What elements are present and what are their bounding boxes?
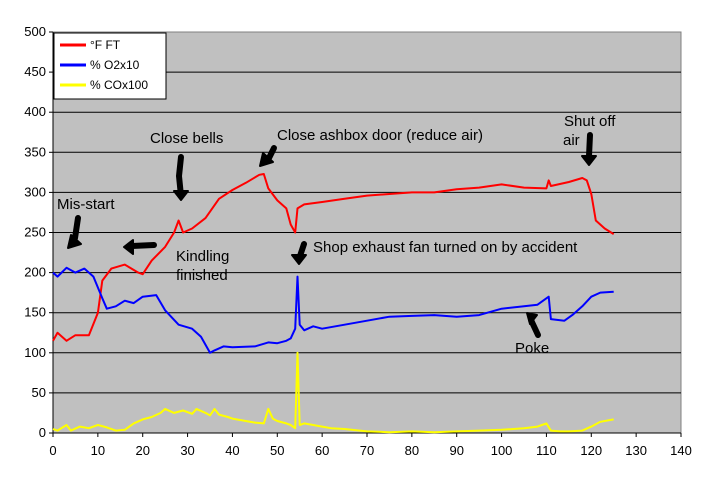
arrow-shut-off-air [586,132,593,159]
x-tick-label: 80 [405,443,419,458]
arrow-mis-start [72,215,81,241]
series-line-1 [52,173,615,342]
annotation-kindling: finished [176,267,228,284]
series-line-3 [52,351,614,434]
x-tick-label: 100 [491,443,513,458]
y-tick-label: 350 [24,144,46,159]
y-tick-label: 300 [24,184,46,199]
arrow-close-ashbox-head [259,152,274,167]
annotation-close-bells: Close bells [150,130,223,147]
x-tick-label: 50 [270,443,284,458]
annotation-shut-off-air: Shut off [564,113,616,130]
x-tick-label: 140 [670,443,692,458]
y-tick-label: 250 [24,225,46,240]
y-tick-label: 50 [32,385,46,400]
arrow-kindling-head [123,239,134,255]
legend-entry: % COx100 [90,78,148,92]
x-tick-label: 70 [360,443,374,458]
arrow-mis-start-head [67,234,82,249]
y-tick-label: 100 [24,345,46,360]
arrow-close-bells [175,154,184,199]
y-tick-label: 0 [39,425,46,440]
x-tick-label: 40 [225,443,239,458]
annotation-shop-exhaust: Shop exhaust fan turned on by accident [313,239,578,256]
arrow-shop-exhaust-head [291,254,307,265]
y-tick-label: 400 [24,104,46,119]
x-tick-label: 90 [449,443,463,458]
y-tick-label: 450 [24,64,46,79]
arrow-close-bells-head [173,190,189,201]
series-line-2 [52,266,614,354]
x-tick-label: 10 [91,443,105,458]
arrow-shut-off-air-head [581,155,597,166]
y-tick-label: 150 [24,305,46,320]
x-tick-label: 130 [625,443,647,458]
x-tick-label: 110 [536,443,557,458]
x-tick-label: 30 [180,443,194,458]
annotation-poke: Poke [515,340,549,357]
annotation-close-ashbox: Close ashbox door (reduce air) [277,127,483,144]
legend-entry: °F FT [90,38,121,52]
y-tick-label: 500 [24,24,46,39]
x-tick-label: 60 [315,443,329,458]
x-tick-label: 20 [135,443,149,458]
x-tick-label: 0 [49,443,56,458]
legend-entry: % O2x10 [90,58,140,72]
annotation-kindling: Kindling [176,248,229,265]
annotation-mis-start: Mis-start [57,196,115,213]
x-tick-label: 120 [580,443,602,458]
arrow-kindling [129,242,157,249]
y-tick-label: 200 [24,265,46,280]
annotation-shut-off-air: air [563,132,580,149]
arrow-poke-head [526,312,538,325]
